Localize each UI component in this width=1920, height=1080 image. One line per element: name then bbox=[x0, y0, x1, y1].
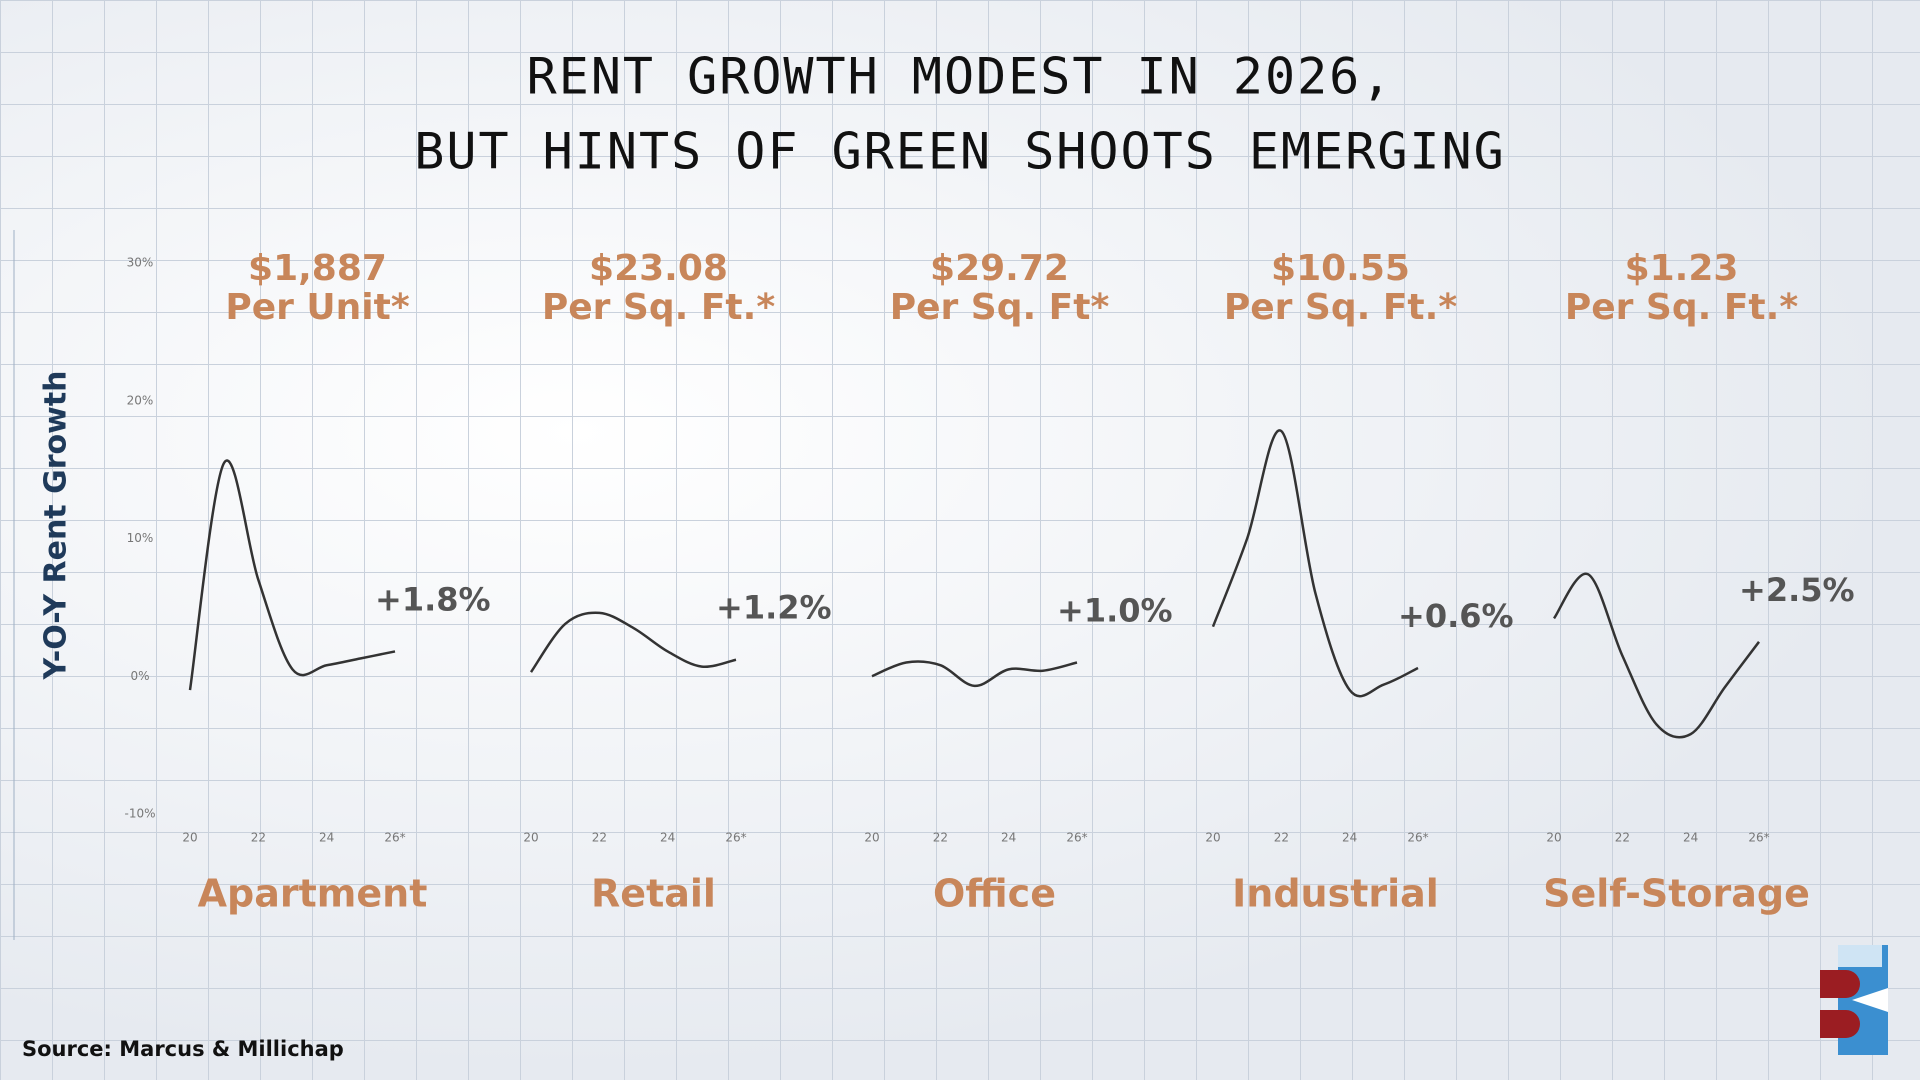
value-label: +0.6% bbox=[1398, 597, 1514, 635]
price-label: $1.23 bbox=[1625, 248, 1739, 289]
y-tick-label: 0% bbox=[130, 669, 149, 683]
x-tick-label: 26* bbox=[384, 831, 405, 845]
category-label: Apartment bbox=[198, 872, 428, 916]
price-label: $1,887 bbox=[248, 248, 387, 289]
x-tick-label: 22 bbox=[251, 831, 266, 845]
y-tick-label: -10% bbox=[124, 807, 155, 821]
value-label: +1.8% bbox=[375, 580, 491, 618]
y-axis-label: Y-O-Y Rent Growth bbox=[39, 370, 74, 680]
category-label: Office bbox=[933, 872, 1056, 916]
x-tick-label: 26* bbox=[1748, 831, 1769, 845]
x-tick-label: 20 bbox=[1546, 831, 1561, 845]
series-line bbox=[188, 459, 396, 691]
x-tick-label: 24 bbox=[319, 831, 334, 845]
category-label: Self-Storage bbox=[1543, 872, 1810, 916]
x-tick-label: 24 bbox=[1342, 831, 1357, 845]
x-tick-label: 22 bbox=[1615, 831, 1630, 845]
x-tick-label: 24 bbox=[1683, 831, 1698, 845]
y-tick-label: 20% bbox=[127, 393, 154, 407]
price-label: $23.08 bbox=[589, 248, 728, 289]
x-tick-label: 26* bbox=[725, 831, 746, 845]
unit-label: Per Sq. Ft.* bbox=[542, 287, 775, 328]
series-line bbox=[1211, 429, 1419, 698]
x-tick-label: 22 bbox=[1274, 831, 1289, 845]
y-tick-label: 30% bbox=[127, 256, 154, 270]
series-line bbox=[871, 660, 1078, 688]
value-label: +1.2% bbox=[716, 589, 832, 627]
logo bbox=[1820, 945, 1888, 1055]
title-line: RENT GROWTH MODEST IN 2026, bbox=[527, 48, 1394, 106]
category-label: Retail bbox=[591, 872, 716, 916]
unit-label: Per Sq. Ft* bbox=[890, 287, 1110, 328]
unit-label: Per Unit* bbox=[225, 287, 409, 328]
unit-label: Per Sq. Ft.* bbox=[1224, 287, 1457, 328]
x-tick-label: 20 bbox=[1205, 831, 1220, 845]
x-tick-label: 22 bbox=[933, 831, 948, 845]
x-tick-label: 26* bbox=[1066, 831, 1087, 845]
series-line bbox=[1552, 572, 1760, 739]
value-label: +2.5% bbox=[1739, 571, 1855, 609]
x-tick-label: 22 bbox=[592, 831, 607, 845]
x-tick-label: 20 bbox=[182, 831, 197, 845]
x-tick-label: 20 bbox=[864, 831, 879, 845]
x-tick-label: 26* bbox=[1407, 831, 1428, 845]
title-line: BUT HINTS OF GREEN SHOOTS EMERGING bbox=[414, 123, 1506, 181]
price-label: $10.55 bbox=[1271, 248, 1410, 289]
x-tick-label: 24 bbox=[1001, 831, 1016, 845]
x-tick-label: 20 bbox=[523, 831, 538, 845]
value-label: +1.0% bbox=[1057, 591, 1173, 629]
unit-label: Per Sq. Ft.* bbox=[1565, 287, 1798, 328]
series-line bbox=[529, 611, 737, 673]
price-label: $29.72 bbox=[930, 248, 1069, 289]
x-tick-label: 24 bbox=[660, 831, 675, 845]
category-label: Industrial bbox=[1232, 872, 1439, 916]
source: Source: Marcus & Millichap bbox=[22, 1037, 344, 1061]
y-tick-label: 10% bbox=[127, 531, 154, 545]
